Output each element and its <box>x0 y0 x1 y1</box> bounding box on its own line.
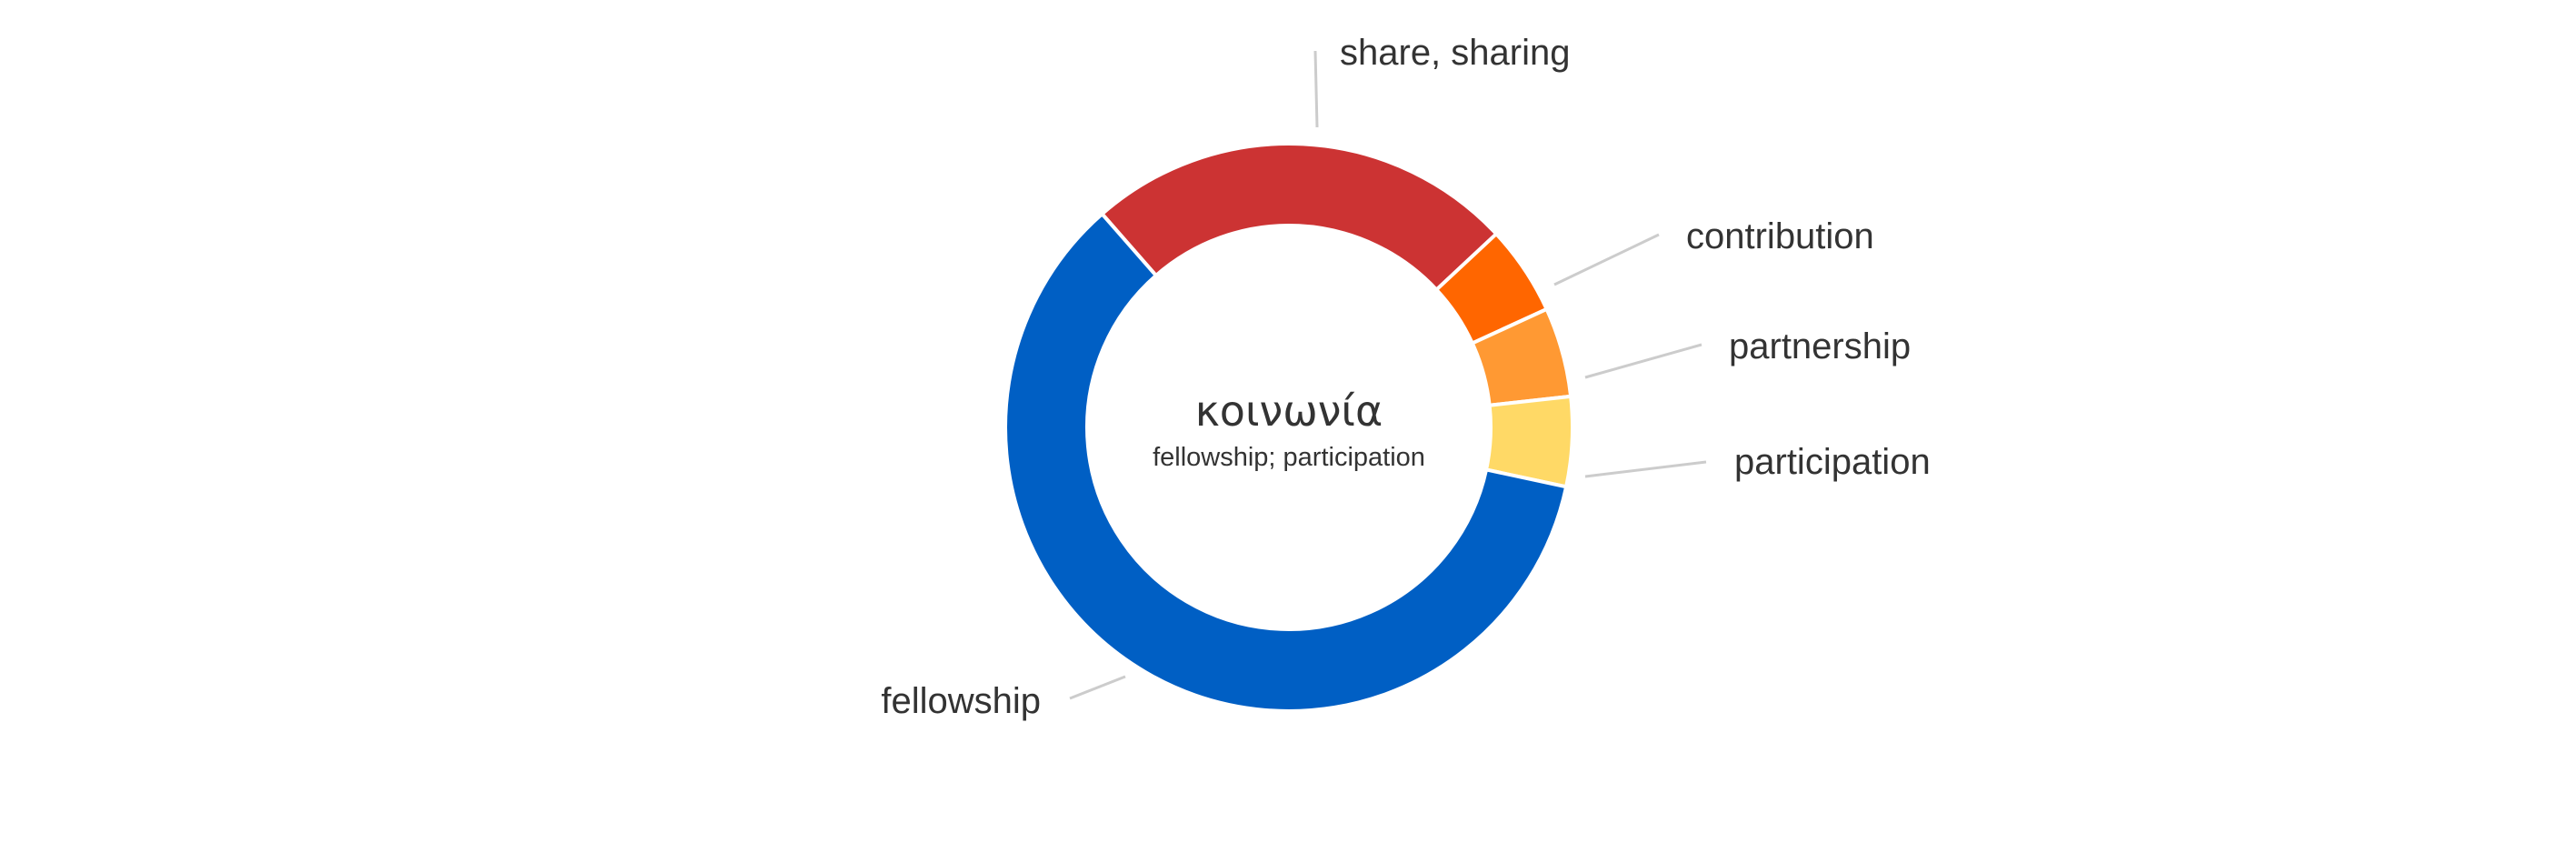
leader-line-contribution <box>1553 233 1660 286</box>
slice-labels-group: share, sharing contribution partnership par… <box>881 33 1930 721</box>
leader-lines-group <box>1069 50 1707 700</box>
slice-label-fellowship: fellowship <box>881 681 1041 721</box>
slice-label-participation: participation <box>1734 442 1931 482</box>
slices-group <box>1003 142 1574 713</box>
leader-line-participation <box>1584 460 1707 478</box>
slice-fellowship[interactable] <box>1003 211 1569 713</box>
slice-label-contribution: contribution <box>1686 216 1874 256</box>
leader-line-fellowship <box>1069 675 1126 700</box>
leader-line-share-sharing <box>1313 50 1319 128</box>
leader-line-partnership <box>1584 343 1702 379</box>
slice-label-share-sharing: share, sharing <box>1340 33 1570 73</box>
chart-subtitle: fellowship; participation <box>1153 443 1425 472</box>
chart-title: κοινωνία <box>1195 386 1383 436</box>
slice-share-sharing[interactable] <box>1099 142 1500 293</box>
slice-label-partnership: partnership <box>1729 326 1911 366</box>
